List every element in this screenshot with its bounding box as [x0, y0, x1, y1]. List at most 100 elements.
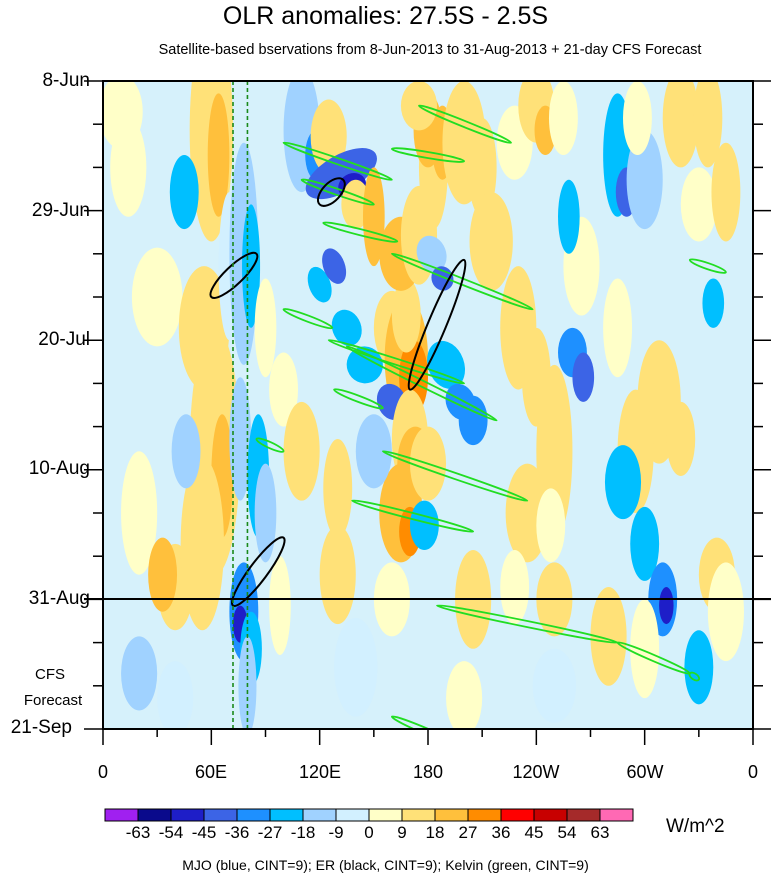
anomaly-patch	[171, 414, 201, 489]
anomaly-patch	[169, 155, 199, 230]
anomaly-patch	[684, 630, 714, 705]
anomaly-patch	[467, 118, 497, 217]
x-tick-label: 0	[97, 762, 108, 782]
kelvin-contour	[418, 104, 512, 144]
anomaly-patch	[458, 395, 488, 446]
colorbar-tick-label: 54	[557, 823, 577, 842]
colorbar-swatch	[269, 808, 304, 822]
anomaly-patch	[693, 81, 723, 168]
anomaly-patch	[157, 661, 194, 729]
colorbar-swatch	[236, 808, 271, 822]
anomaly-patch	[604, 445, 642, 520]
y-tick-label: 31-Aug	[28, 588, 90, 609]
x-tick-label: 60E	[194, 762, 228, 782]
anomaly-patch	[711, 142, 741, 242]
contour-legend-note: MJO (blue, CINT=9); ER (black, CINT=9); …	[182, 857, 589, 873]
axis-ticks	[84, 80, 771, 745]
colorbar-tick-label: -9	[328, 823, 344, 842]
anomaly-patch	[391, 278, 421, 353]
anomaly-patch	[623, 81, 652, 156]
colorbar-tick-label: 36	[491, 823, 511, 842]
er-contour	[407, 258, 467, 391]
anomaly-patch	[572, 352, 595, 402]
anomaly-patch	[536, 488, 566, 563]
colorbar-swatch	[302, 808, 337, 822]
anomaly-patch	[532, 648, 577, 723]
anomaly-patch	[307, 266, 332, 303]
chart-title: OLR anomalies: 27.5S - 2.5S	[222, 2, 549, 30]
y-tick-label: 10-Aug	[28, 458, 90, 479]
kelvin-contour	[282, 141, 393, 181]
anomaly-patch	[283, 401, 320, 501]
chart-subtitle: Satellite-based bservations from 8-Jun-2…	[158, 42, 702, 58]
x-tick-label: 180	[412, 762, 444, 782]
anomaly-patch	[207, 93, 230, 217]
colorbar-swatch	[203, 808, 238, 822]
colorbar-swatch	[137, 808, 172, 822]
anomaly-patch	[254, 463, 277, 563]
x-tick-label: 120E	[298, 762, 342, 782]
forecast-label-line2: Forecast	[23, 692, 83, 709]
kelvin-contour	[327, 339, 466, 385]
anomaly-patch	[680, 167, 717, 242]
kelvin-contour	[345, 345, 498, 422]
colorbar-tick-label: -63	[125, 823, 151, 842]
anomaly-patch	[626, 130, 663, 230]
colorbar-tick-label: 18	[425, 823, 445, 842]
kelvin-contour	[255, 437, 285, 453]
kelvin-contour	[390, 147, 466, 163]
anomaly-patch	[603, 278, 633, 378]
colorbar-swatch	[104, 808, 139, 822]
anomaly-patch	[121, 636, 158, 711]
anomaly-patch	[238, 636, 257, 729]
anomaly-patch	[346, 346, 383, 384]
x-tick-label: 120W	[512, 762, 560, 782]
colorbar-units: W/m^2	[666, 816, 725, 837]
er-contour	[209, 251, 259, 299]
anomaly-patch	[323, 438, 353, 538]
anomaly-patch	[630, 506, 660, 581]
forecast-label-line1: CFS	[35, 666, 65, 683]
colorbar-tick-label: -45	[191, 823, 217, 842]
y-tick-label: 21-Sep	[10, 717, 72, 738]
colorbar-tick-label: 27	[458, 823, 478, 842]
colorbar-swatch	[467, 808, 502, 822]
colorbar-tick-label: 0	[364, 823, 374, 842]
anomaly-patch	[500, 550, 530, 625]
x-tick-label: 0	[747, 762, 758, 782]
kelvin-contour	[381, 450, 529, 502]
anomaly-patch	[469, 192, 513, 291]
anomaly-patch	[666, 401, 696, 476]
colorbar-tick-label: 45	[524, 823, 544, 842]
colorbar-swatch	[434, 808, 469, 822]
anomaly-patch	[659, 587, 674, 625]
colorbar-swatch	[599, 808, 634, 822]
anomaly-patch	[558, 179, 580, 254]
anomaly-patch	[630, 599, 660, 699]
anomaly-patch	[148, 537, 178, 612]
kelvin-contour	[300, 178, 375, 206]
kelvin-contour	[351, 499, 475, 533]
colorbar-tick-label: -36	[224, 823, 250, 842]
anomaly-patch	[334, 617, 378, 717]
colorbar-swatch	[368, 808, 403, 822]
anomaly-patch	[590, 587, 627, 686]
anomaly-patch	[662, 81, 699, 168]
y-tick-label: 20-Jul	[38, 329, 90, 350]
anomaly-patch	[446, 661, 483, 729]
anomaly-patch	[702, 278, 725, 328]
kelvin-contour	[333, 388, 384, 410]
kelvin-contour	[322, 221, 399, 243]
anomaly-patch	[363, 167, 385, 267]
anomaly-field	[103, 81, 753, 729]
anomaly-patch	[229, 377, 252, 501]
anomaly-patch	[322, 248, 347, 284]
anomaly-patch	[242, 204, 261, 328]
colorbar-tick-label: -27	[257, 823, 283, 842]
y-tick-label: 29-Jun	[31, 200, 90, 221]
colorbar	[104, 808, 634, 822]
kelvin-contour	[390, 715, 466, 729]
anomaly-patch	[548, 81, 578, 156]
colorbar-swatch	[335, 808, 370, 822]
